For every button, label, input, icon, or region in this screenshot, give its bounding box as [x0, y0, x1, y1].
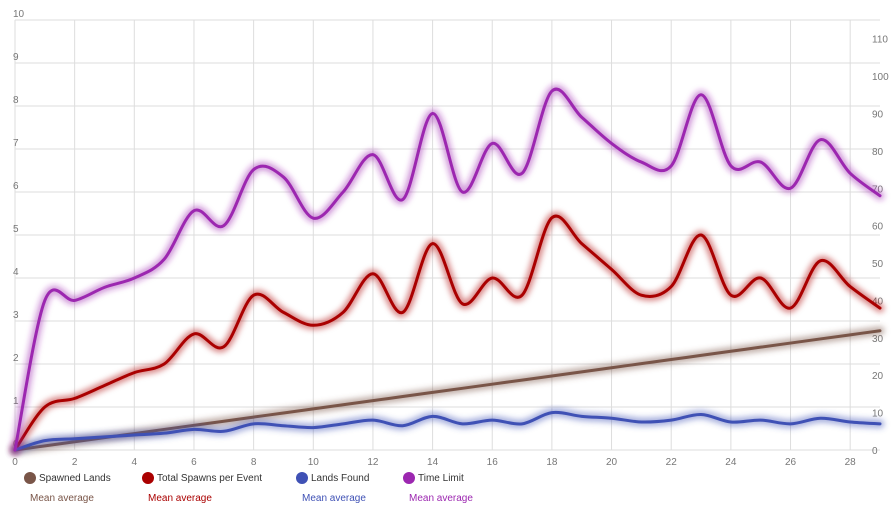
- x-tick-label: 12: [367, 457, 379, 468]
- series-line-total-spawns-per-event: [13, 214, 882, 452]
- left-tick-label: 3: [13, 310, 19, 321]
- legend-mean-spawned-lands: Mean average: [30, 493, 94, 504]
- series-glow-lands-found: [10, 407, 885, 455]
- x-tick-label: 2: [72, 457, 78, 468]
- right-tick-label: 0: [872, 446, 878, 457]
- left-tick-label: 9: [13, 52, 19, 63]
- legend-marker-total-spawns-per-event[interactable]: [142, 472, 154, 484]
- right-tick-label: 60: [872, 222, 884, 233]
- x-tick-label: 4: [132, 457, 138, 468]
- right-tick-label: 30: [872, 334, 884, 345]
- legend-mean-lands-found: Mean average: [302, 493, 366, 504]
- left-tick-label: 10: [13, 9, 25, 20]
- left-tick-label: 6: [13, 181, 19, 192]
- grid: [14, 19, 880, 451]
- right-tick-label: 100: [872, 72, 889, 83]
- x-tick-label: 14: [427, 457, 439, 468]
- left-tick-label: 8: [13, 95, 19, 106]
- series-glow-total-spawns-per-event: [10, 211, 885, 455]
- x-tick-label: 18: [546, 457, 558, 468]
- right-tick-label: 90: [872, 109, 884, 120]
- left-tick-label: 7: [13, 138, 19, 149]
- right-tick-label: 20: [872, 371, 884, 382]
- legend-mean-total-spawns-per-event: Mean average: [148, 493, 212, 504]
- series-lines: [10, 84, 885, 455]
- left-tick-label: 4: [13, 267, 19, 278]
- legend-mean-time-limit: Mean average: [409, 493, 473, 504]
- x-tick-label: 22: [666, 457, 678, 468]
- right-tick-label: 50: [872, 259, 884, 270]
- x-tick-label: 24: [725, 457, 737, 468]
- series-line-time-limit: [13, 87, 882, 452]
- legend-label-time-limit[interactable]: Time Limit: [418, 473, 464, 484]
- x-tick-label: 10: [308, 457, 320, 468]
- x-tick-label: 26: [785, 457, 797, 468]
- left-tick-label: 1: [13, 396, 19, 407]
- left-tick-label: 5: [13, 224, 19, 235]
- left-tick-label: 2: [13, 353, 19, 364]
- legend-label-total-spawns-per-event[interactable]: Total Spawns per Event: [157, 473, 262, 484]
- legend-label-lands-found[interactable]: Lands Found: [311, 473, 369, 484]
- right-tick-label: 80: [872, 147, 884, 158]
- series-line-lands-found: [13, 410, 882, 452]
- x-tick-label: 16: [487, 457, 499, 468]
- x-axis-ticks: 0 2 4 6 8 10 12 14 16 18 20 22 24 26 28: [12, 457, 856, 468]
- legend-marker-time-limit[interactable]: [403, 472, 415, 484]
- legend-marker-lands-found[interactable]: [296, 472, 308, 484]
- right-tick-label: 10: [872, 409, 884, 420]
- right-tick-label: 110: [872, 35, 888, 46]
- legend-marker-spawned-lands[interactable]: [24, 472, 36, 484]
- x-tick-label: 20: [606, 457, 618, 468]
- legend-label-spawned-lands[interactable]: Spawned Lands: [39, 473, 111, 484]
- x-tick-label: 28: [845, 457, 857, 468]
- legend: Spawned Lands Mean average Total Spawns pe…: [24, 472, 473, 504]
- x-tick-label: 6: [191, 457, 197, 468]
- x-tick-label: 0: [12, 457, 18, 468]
- x-tick-label: 8: [251, 457, 257, 468]
